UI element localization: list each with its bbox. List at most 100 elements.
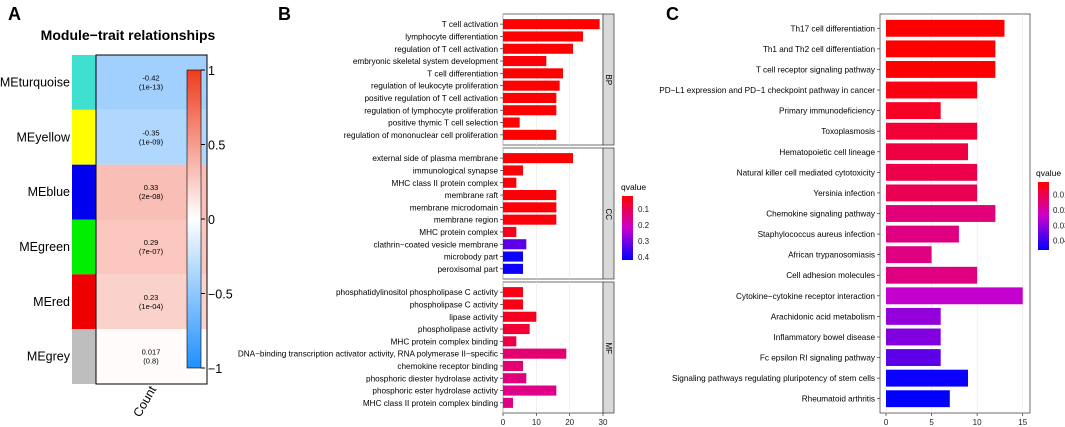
legend-c-bar	[1038, 182, 1049, 250]
facet-strip-label: MF	[604, 343, 613, 355]
bar	[503, 287, 523, 298]
bar	[503, 105, 557, 116]
module-label: MEyellow	[17, 130, 71, 144]
bar	[503, 263, 523, 274]
category-label: MHC class II protein complex binding	[363, 399, 499, 408]
category-label: Th1 and Th2 cell differentiation	[763, 45, 876, 54]
cell-value: -0.42	[142, 73, 159, 82]
category-label: regulation of lymphocyte proliferation	[364, 106, 498, 115]
category-label: Yersinia infection	[813, 189, 875, 198]
bar	[503, 251, 523, 262]
colorbar-tick-label: 0	[208, 213, 215, 227]
category-label: T cell activation	[442, 20, 499, 29]
kegg-enrichment-chart: Th17 cell differentiation Th1 and Th2 cel…	[659, 13, 1031, 427]
category-label: Chemokine signaling pathway	[766, 210, 876, 219]
bar	[886, 349, 941, 366]
bar	[503, 153, 573, 164]
bar	[503, 129, 557, 140]
legend-c-ticks: 0.01 0.02 0.03 0.04	[1049, 190, 1065, 246]
category-label: chemokine receptor binding	[397, 362, 498, 371]
facet-strip	[602, 13, 615, 146]
cell-pvalue: (2e-08)	[139, 192, 164, 201]
bar	[886, 205, 996, 222]
category-label: clathrin−coated vesicle membrane	[374, 240, 499, 249]
category-label: T cell differentiation	[427, 69, 498, 78]
bar	[886, 122, 978, 140]
module-color-swatch	[72, 329, 96, 384]
bar	[886, 225, 959, 243]
bar	[503, 80, 560, 91]
module-label: MEgrey	[27, 350, 71, 364]
panel-label-c: C	[666, 4, 679, 24]
bar	[503, 165, 523, 176]
category-label: membrane region	[434, 216, 499, 225]
heatmap-rows: MEturquoise -0.42(1e-13)MEyellow -0.35(1e-…	[0, 55, 207, 384]
category-label: MHC protein complex	[419, 228, 498, 237]
bar	[886, 19, 1005, 37]
legend-tick-label: 0.04	[1053, 237, 1065, 246]
facet-strip	[602, 147, 615, 280]
bar	[503, 299, 523, 310]
module-color-swatch	[72, 219, 96, 275]
colorbar-tick-label: 0.5	[208, 139, 225, 153]
bar	[503, 202, 557, 213]
module-label: MEgreen	[19, 240, 70, 254]
category-label: DNA−binding transcription activator acti…	[238, 350, 498, 359]
go-enrichment-chart: BP T cell activation lymphocyte differenti…	[238, 13, 615, 427]
bar	[503, 397, 513, 408]
category-label: microbody part	[444, 253, 499, 262]
category-label: Cell adhesion molecules	[786, 271, 875, 280]
bar	[886, 102, 941, 120]
heatmap-title: Module−trait relationships	[41, 27, 216, 43]
category-label: MHC protein complex binding	[391, 337, 499, 346]
bar	[503, 385, 557, 396]
legend-b-title: qvalue	[621, 182, 646, 192]
bar	[503, 336, 517, 347]
colorbar-tick-label: −1	[208, 362, 222, 376]
bar	[886, 184, 978, 202]
bar	[503, 324, 530, 335]
bar	[503, 190, 557, 201]
bar	[503, 373, 527, 384]
colorbar-a-ticks: 1 0.5 0 −0.5 −1	[201, 64, 233, 376]
bar	[503, 56, 547, 67]
bar	[886, 266, 978, 284]
x-tick-label: 15	[1018, 418, 1027, 427]
x-tick-label: 10	[973, 418, 982, 427]
bar	[886, 81, 978, 99]
category-label: positive regulation of T cell activation	[364, 94, 498, 103]
cell-pvalue: (0.8)	[143, 357, 159, 366]
category-label: Rheumatoid arthritis	[802, 395, 875, 404]
category-label: PD−L1 expression and PD−1 checkpoint pat…	[659, 86, 875, 95]
bar	[503, 31, 583, 42]
bar	[503, 68, 563, 79]
facet-strip-label: BP	[604, 75, 613, 86]
cell-value: 0.33	[144, 183, 159, 192]
category-label: African trypanosomiasis	[788, 251, 875, 260]
bar	[503, 19, 600, 30]
bar	[503, 311, 537, 322]
facet-strip	[602, 281, 615, 414]
category-label: positive thymic T cell selection	[388, 119, 498, 128]
cell-value: 0.29	[144, 238, 159, 247]
legend-tick-label: 0.4	[638, 253, 650, 262]
category-label: T cell receptor signaling pathway	[756, 65, 876, 74]
bar	[503, 348, 567, 359]
category-label: regulation of leukocyte proliferation	[371, 82, 498, 91]
bar	[886, 328, 941, 346]
panel-label-b: B	[278, 4, 291, 24]
category-label: external side of plasma membrane	[372, 154, 498, 163]
colorbar-a	[186, 69, 202, 369]
module-color-swatch	[72, 274, 96, 330]
category-label: Signaling pathways regulating pluripoten…	[672, 374, 875, 383]
cell-value: -0.35	[142, 128, 159, 137]
legend-tick-label: 0.01	[1053, 190, 1065, 199]
cell-pvalue: (7e-07)	[139, 247, 164, 256]
bar	[886, 390, 950, 408]
category-label: embryonic skeletal system development	[353, 57, 499, 66]
heatmap-border	[95, 54, 208, 385]
category-label: phosphoric ester hydrolase activity	[372, 387, 499, 396]
bar	[886, 143, 969, 161]
bar	[886, 246, 932, 264]
category-label: phosphoric diester hydrolase activity	[366, 374, 499, 383]
